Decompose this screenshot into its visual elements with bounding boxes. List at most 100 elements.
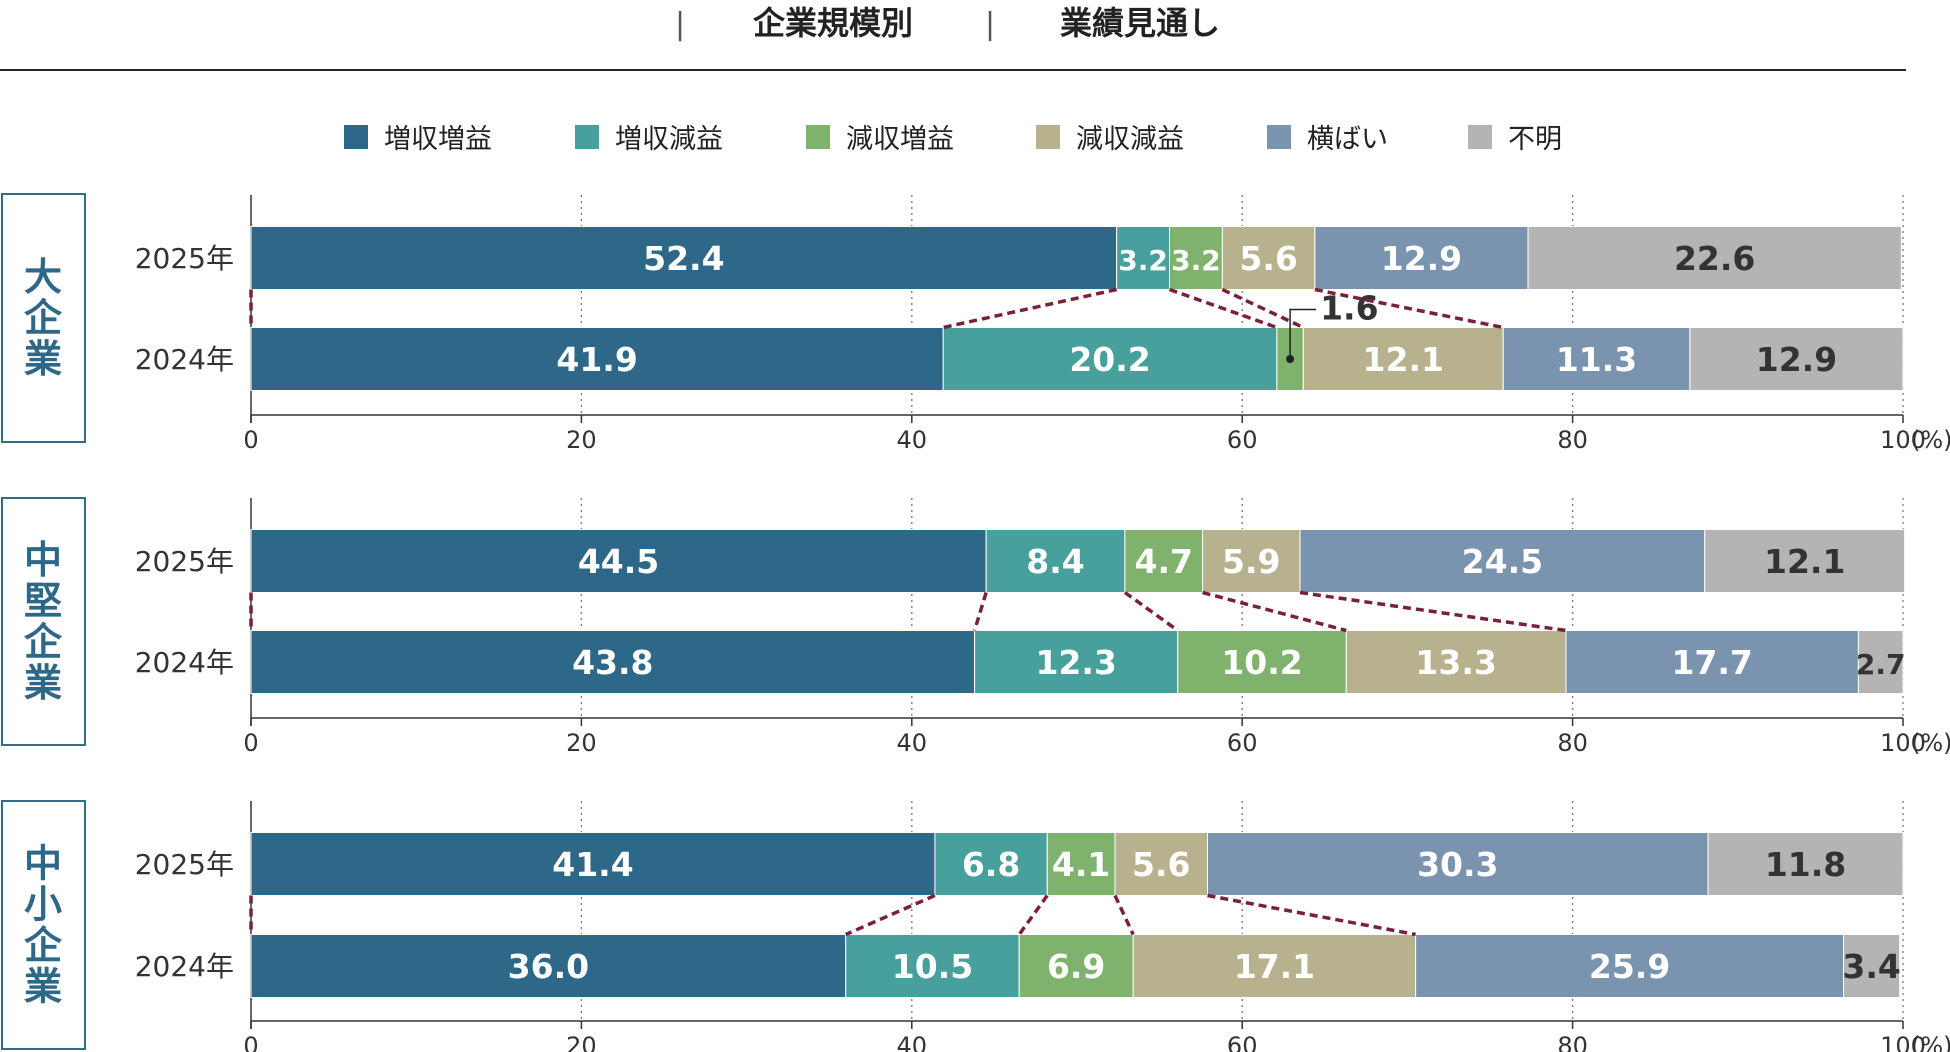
connector-line [1113,894,1135,936]
data-label: 11.8 [1765,845,1846,884]
connector-line [1221,287,1305,330]
connector-line [972,591,988,632]
header-separator-left: | [675,7,685,42]
chart-title-right: 業績見通し [1060,4,1220,42]
group-0: 大企業 0 20 40 60 80 100(%) 2025年 52.4 3.2 3.2 5.6 12.9… [1,193,1950,454]
data-label: 52.4 [643,239,724,278]
bar-segment [1527,226,1902,290]
x-tick-label: 100 [1880,1032,1926,1052]
group-name-char: 堅 [24,579,62,623]
bar-segment [1046,832,1116,896]
data-label: 11.3 [1556,340,1637,379]
data-label: 17.1 [1234,947,1315,986]
x-tick-label: 80 [1557,426,1588,454]
data-label: 25.9 [1589,947,1670,986]
group-name-char: 企 [24,924,63,968]
group-name-char: 業 [24,965,62,1009]
callout-label: 1.6 [1320,289,1378,328]
connector-line [1202,590,1347,633]
connector-line [1314,287,1504,330]
x-unit-label: (%) [1911,426,1950,454]
data-label: 12.9 [1756,340,1837,379]
x-tick-label: 100 [1880,729,1926,757]
data-label: 43.8 [572,643,653,682]
data-label: 5.6 [1239,239,1297,278]
data-label: 30.3 [1417,845,1498,884]
row-label: 2024年 [135,343,234,376]
group-box [1,800,86,1050]
x-tick-label: 80 [1557,729,1588,757]
group-name-char: 企 [24,296,63,340]
x-tick-label: 60 [1227,426,1258,454]
bar-segment [1132,934,1417,998]
x-tick-label: 0 [243,426,258,454]
bar-segment [1114,832,1209,896]
bar-segment [1302,327,1504,391]
row-label: 2024年 [135,950,234,983]
bar-segment [1345,630,1567,694]
data-label: 6.9 [1047,947,1105,986]
data-label: 10.2 [1221,643,1302,682]
bar-segment [974,630,1179,694]
bar-segment [250,529,987,593]
connector-line [942,287,1118,330]
data-label: 10.5 [892,947,973,986]
connector-line [1168,287,1278,330]
group-name-char: 中 [24,842,62,886]
bar-segment [1299,529,1706,593]
group-name: 中堅企業 [24,538,63,705]
row-label: 2025年 [135,545,234,578]
bar-segment [845,934,1020,998]
bar-segment [250,630,976,694]
data-label: 17.7 [1671,643,1752,682]
data-label: 12.9 [1381,239,1462,278]
x-tick-label: 20 [566,426,597,454]
bar-segment [1207,832,1709,896]
bar-segment [1202,529,1301,593]
legend-label: 減収増益 [846,124,954,155]
data-label: 36.0 [508,947,589,986]
data-label: 22.6 [1674,239,1755,278]
bar-segment [1314,226,1529,290]
data-label: 13.3 [1415,643,1496,682]
bar-segment [934,832,1048,896]
data-label: 41.4 [552,845,633,884]
legend-label: 減収減益 [1076,124,1184,155]
group-box [1,193,86,443]
group-name-char: 業 [24,661,62,705]
legend-swatch [344,125,368,149]
x-tick-label: 40 [897,1032,928,1052]
x-tick-label: 100 [1880,426,1926,454]
bar-segment [250,327,944,391]
data-label: 44.5 [578,542,659,581]
group-name-char: 小 [24,883,62,927]
data-label: 41.9 [556,340,637,379]
connector-line [1207,893,1416,937]
connector-line [1299,590,1567,633]
bar-segment [1707,832,1904,896]
data-label: 6.8 [962,845,1020,884]
bar-segment [1857,630,1904,694]
connector-line [845,893,936,937]
legend-swatch [575,125,599,149]
x-tick-label: 20 [566,729,597,757]
x-tick-label: 0 [243,1032,258,1052]
bar-segment [985,529,1126,593]
bar-segment [1565,630,1859,694]
legend-swatch [1468,125,1492,149]
connector-line [1123,591,1179,632]
group-name-char: 企 [24,620,63,664]
group-1: 中堅企業 0 20 40 60 80 100(%) 2025年 44.5 8.4 4.7 5.9 24.… [1,497,1950,757]
group-name: 大企業 [24,255,63,381]
row-label: 2024年 [135,646,234,679]
header-separator-right: | [985,7,995,42]
bar-segment [1018,934,1134,998]
callout-line [1289,308,1317,359]
bar-segment [1689,327,1904,391]
group-name-char: 業 [24,337,62,381]
data-label: 2.7 [1856,648,1906,681]
bar-segment [1177,630,1347,694]
chart-title-left: 企業規模別 [753,4,913,42]
